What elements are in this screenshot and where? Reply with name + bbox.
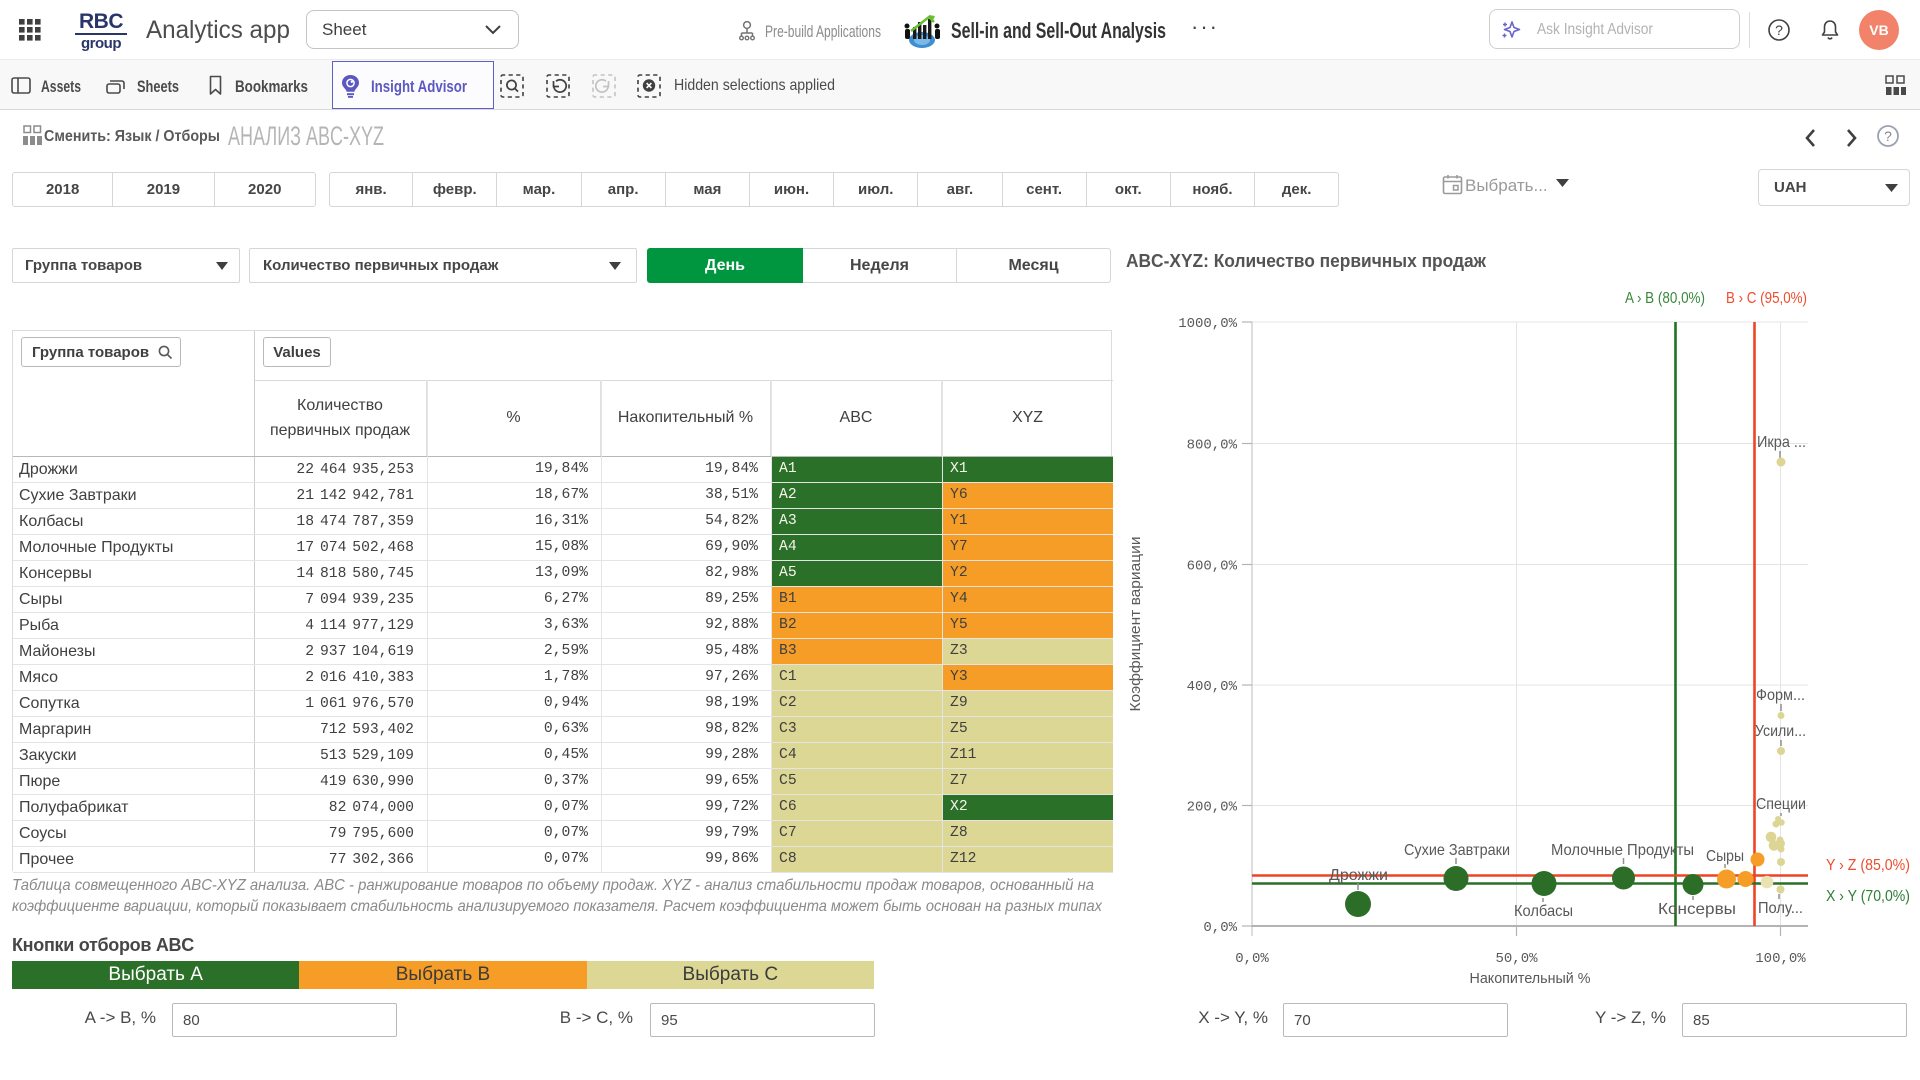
svg-text:A › B (80,0%): A › B (80,0%) <box>1625 290 1705 307</box>
svg-text:1000,0%: 1000,0% <box>1178 316 1237 332</box>
svg-text:0,0%: 0,0% <box>1203 920 1237 936</box>
svg-text:Икра ...: Икра ... <box>1757 434 1806 451</box>
svg-text:Сыры: Сыры <box>1706 848 1744 865</box>
svg-text:Полу...: Полу... <box>1758 900 1803 917</box>
svg-text:Специи: Специи <box>1756 796 1806 813</box>
svg-text:400,0%: 400,0% <box>1187 679 1238 695</box>
svg-text:0,0%: 0,0% <box>1235 951 1269 967</box>
svg-text:?: ? <box>1884 128 1892 144</box>
svg-text:Молочные Продукты: Молочные Продукты <box>1551 842 1694 859</box>
svg-text:Усили...: Усили... <box>1755 723 1806 740</box>
svg-text:X › Y (70,0%): X › Y (70,0%) <box>1826 888 1910 905</box>
svg-text:?: ? <box>1775 22 1783 38</box>
svg-text:ABC-XYZ: Количество первичных: ABC-XYZ: Количество первичных продаж <box>1126 251 1486 271</box>
svg-text:200,0%: 200,0% <box>1187 800 1238 816</box>
svg-text:Сухие Завтраки: Сухие Завтраки <box>1404 842 1510 859</box>
svg-text:50,0%: 50,0% <box>1495 951 1538 967</box>
svg-text:100,0%: 100,0% <box>1755 951 1806 967</box>
svg-text:Коэффициент вариации: Коэффициент вариации <box>1127 537 1144 712</box>
svg-text:B › C (95,0%): B › C (95,0%) <box>1726 290 1807 307</box>
svg-text:Накопительный %: Накопительный % <box>1470 970 1591 987</box>
svg-text:Форм...: Форм... <box>1756 687 1805 704</box>
svg-text:800,0%: 800,0% <box>1187 438 1238 454</box>
svg-text:600,0%: 600,0% <box>1187 559 1238 575</box>
svg-text:Дрожжи: Дрожжи <box>1329 867 1388 884</box>
svg-text:Колбасы: Колбасы <box>1514 903 1573 920</box>
svg-text:Y › Z (85,0%): Y › Z (85,0%) <box>1826 857 1910 874</box>
svg-text:Консервы: Консервы <box>1658 901 1736 918</box>
